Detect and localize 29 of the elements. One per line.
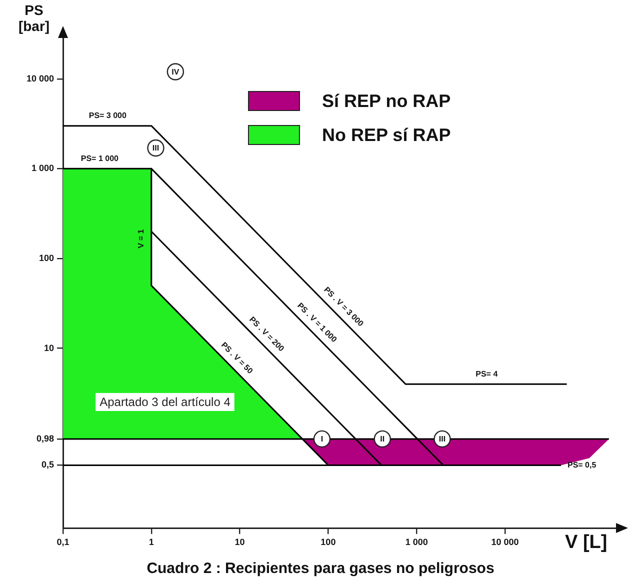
text: Cuadro 2 : Recipientes para gases no peligrosos (146, 560, 496, 577)
annotation: PS= 4 (476, 369, 498, 378)
annotation: IV (172, 67, 180, 76)
y-tick-label: 0,5 (41, 460, 54, 470)
annotation: PS= 3 000 (88, 111, 127, 120)
x-tick-label: 10 000 (491, 536, 519, 547)
x-tick-label: 1 (148, 536, 154, 547)
y-tick-label: 10 000 (26, 73, 54, 84)
annotation: I (320, 434, 324, 444)
annotation: II (380, 434, 385, 444)
annotation: III (438, 434, 446, 444)
y-tick-label: 1 000 (31, 163, 54, 174)
annotation: V = 1 (136, 228, 146, 248)
x-tick-label: 1 000 (405, 536, 428, 547)
y-tick-label: 10 (44, 342, 54, 353)
annotation: PS= 1 000 (80, 154, 120, 163)
annotation: PS= 0,5 (567, 460, 597, 470)
x-tick-label: 0,1 (56, 536, 70, 547)
y-tick-label: 100 (38, 253, 54, 263)
x-tick-label: 100 (320, 536, 336, 547)
x-axis-title: V [L] (565, 532, 608, 554)
legend-label: Sí REP no RAP (322, 90, 451, 112)
annotation: Apartado 3 del artículo 4 (100, 394, 231, 409)
x-tick-label: 10 (234, 536, 245, 547)
annotation: PS . V = 1 000 (296, 301, 339, 344)
y-tick-label: 0,98 (36, 433, 54, 444)
y-axis-title: PS [bar] (17, 2, 51, 34)
legend-label: No REP sí RAP (322, 124, 451, 146)
annotation: III (152, 144, 160, 153)
